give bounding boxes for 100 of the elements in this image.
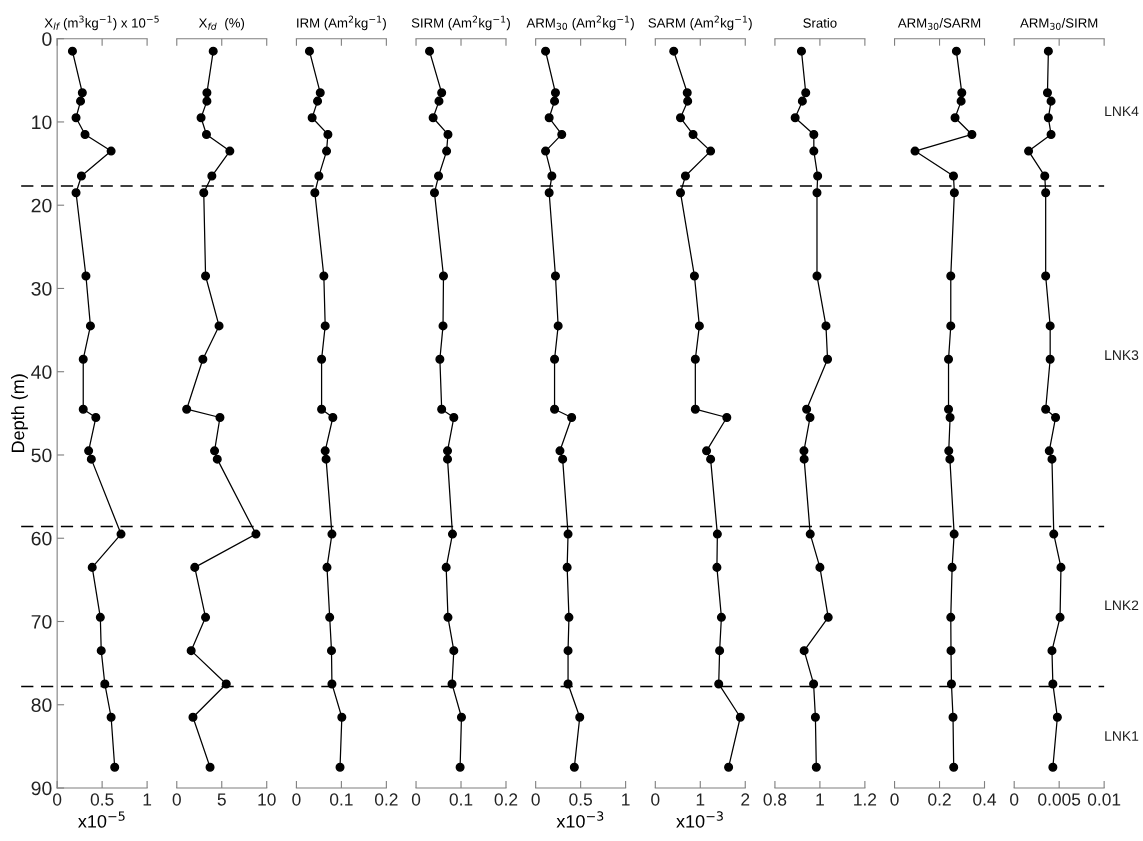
point: [322, 146, 332, 156]
point: [946, 321, 956, 331]
point: [1044, 446, 1054, 456]
point: [706, 454, 716, 464]
y-tick-label: 20: [31, 198, 52, 213]
point: [1041, 271, 1051, 281]
point: [322, 562, 332, 572]
chart-title: X$_{fd}$ (%): [198, 17, 245, 31]
point: [815, 562, 825, 572]
point: [67, 46, 77, 56]
point: [442, 146, 452, 156]
point: [790, 113, 800, 123]
y-tick-label: 90: [31, 781, 52, 796]
point: [317, 404, 327, 414]
point: [437, 88, 447, 98]
x-tick-label: 0.01: [1087, 793, 1121, 806]
point: [1041, 188, 1051, 198]
point: [201, 129, 211, 139]
point: [212, 454, 222, 464]
point: [251, 529, 261, 539]
point: [447, 529, 457, 539]
x-tick-label: 1: [143, 793, 152, 806]
point: [449, 412, 459, 423]
point: [1047, 646, 1057, 656]
point: [76, 96, 86, 106]
point: [689, 271, 699, 281]
point: [799, 646, 809, 656]
point: [1046, 96, 1056, 106]
point: [550, 88, 560, 98]
point: [321, 454, 331, 464]
point: [675, 188, 686, 198]
point: [429, 188, 439, 198]
x-tick-label: 2: [741, 793, 750, 806]
point: [555, 446, 565, 456]
point: [337, 712, 347, 722]
point: [821, 321, 831, 331]
x-tick-label: 0: [890, 793, 899, 806]
point: [544, 113, 554, 123]
text: LNK1: [1105, 731, 1139, 741]
point: [78, 404, 88, 414]
point: [550, 404, 560, 414]
point: [799, 446, 809, 456]
point: [809, 146, 819, 156]
point: [428, 113, 438, 123]
text: LNK4: [1105, 106, 1139, 116]
x-tick-label: 0.2: [494, 793, 518, 806]
point: [948, 712, 958, 722]
point: [198, 354, 208, 364]
text: LNK3: [1105, 350, 1139, 361]
point: [327, 679, 337, 689]
point: [951, 46, 961, 56]
x-tick-label: 0: [172, 793, 181, 806]
point: [78, 354, 88, 364]
point: [1052, 712, 1062, 722]
point: [100, 679, 110, 689]
x-axis-title: x10$^{−3}$: [676, 811, 723, 828]
point: [443, 129, 453, 139]
point: [456, 712, 466, 722]
point: [1043, 46, 1053, 56]
chart-title: ARM$_{30}$/SIRM: [1020, 17, 1098, 30]
point: [563, 529, 573, 539]
x-tick-label: 0.5: [90, 793, 114, 806]
point: [694, 321, 704, 331]
point: [812, 271, 822, 281]
chart-title: ARM$_{30}$/SARM: [897, 17, 981, 30]
x-tick-label: 10: [258, 793, 276, 806]
point: [443, 454, 453, 464]
chart-title: IRM (Am$^{2}$kg$^{−1}$): [297, 15, 386, 31]
y-tick-label: 60: [31, 531, 52, 546]
y-tick-label: 80: [31, 698, 52, 712]
x-tick-label: 0: [531, 793, 540, 806]
point: [809, 129, 819, 139]
point: [706, 146, 716, 156]
point: [190, 562, 200, 572]
point: [801, 88, 811, 98]
point: [683, 96, 693, 106]
point: [1049, 529, 1059, 539]
point: [558, 454, 568, 464]
point: [688, 129, 698, 139]
x-tick-label: 0.2: [928, 793, 951, 806]
point: [310, 188, 320, 198]
point: [96, 646, 106, 656]
point: [434, 171, 444, 181]
point: [724, 762, 734, 772]
point: [735, 712, 745, 722]
x-tick-label: 0.5: [569, 793, 592, 806]
point: [1048, 679, 1058, 689]
point: [81, 271, 91, 281]
point: [811, 762, 821, 772]
x-tick-label: 1: [696, 793, 705, 806]
x-tick-label: 0.8: [763, 793, 787, 806]
point: [716, 612, 726, 622]
chart-title: ARM$_{30}$ (Am$^{2}$kg$^{−1}$): [526, 15, 634, 31]
x-axis-title: x10$^{−3}$: [556, 811, 604, 828]
y-tick-label: 10: [32, 115, 52, 130]
point: [447, 679, 457, 689]
point: [304, 46, 314, 56]
x-axis-title: x10$^{−5}$: [78, 811, 125, 828]
point: [208, 46, 218, 56]
point: [812, 188, 822, 198]
